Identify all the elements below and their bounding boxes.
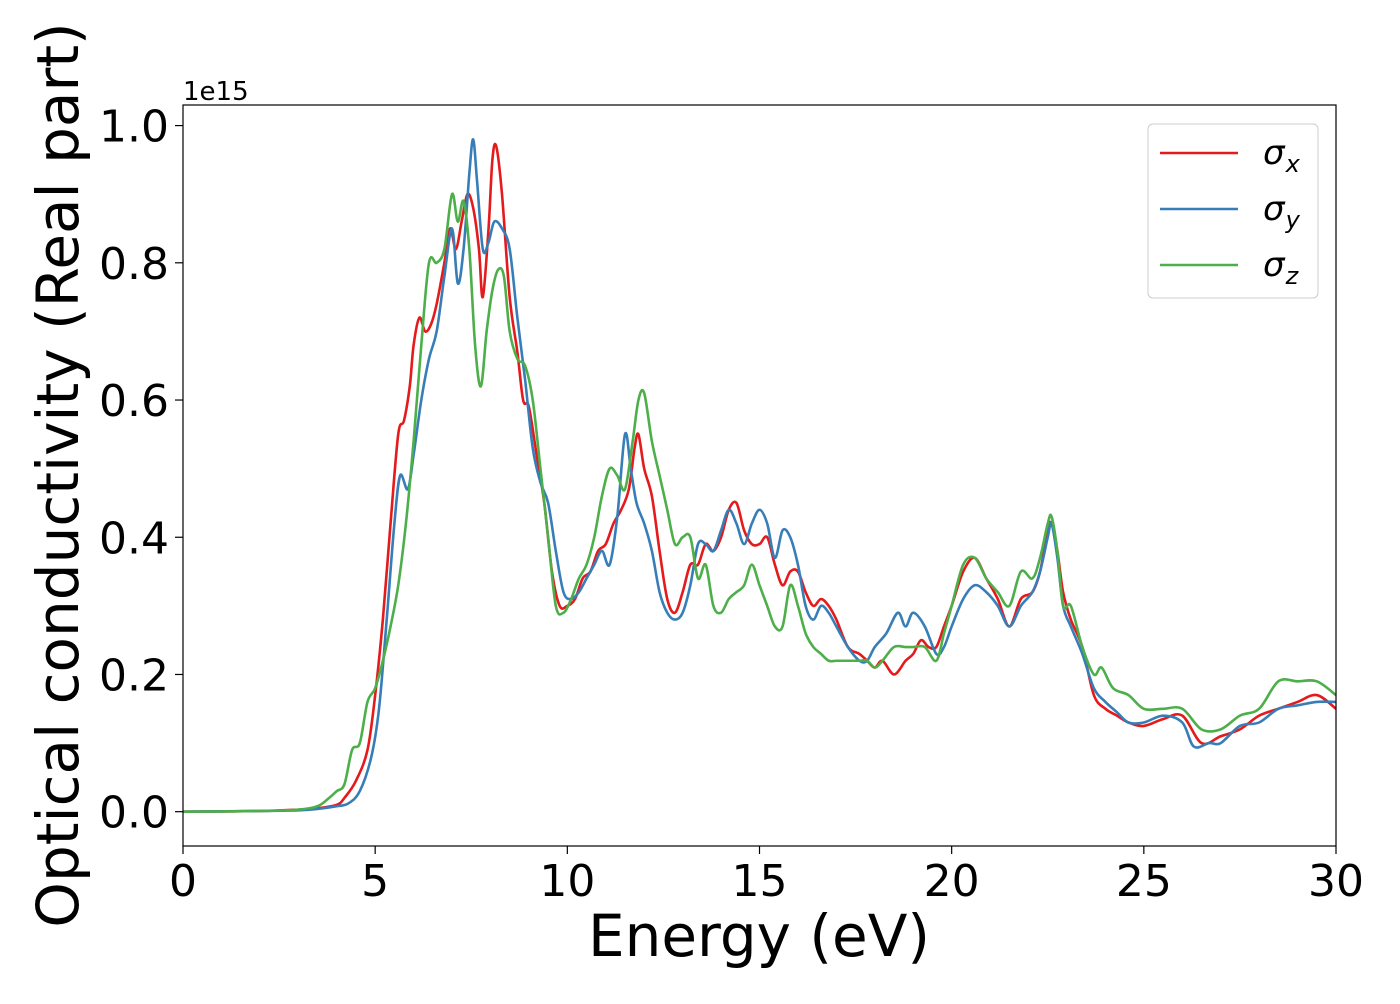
y-axis-label: Optical conductivity (Real part) <box>24 22 92 927</box>
legend-entry-x: σx <box>1160 133 1301 178</box>
legend-label: σz <box>1263 245 1300 290</box>
y-tick-label: 0.8 <box>99 239 169 290</box>
legend-label: σx <box>1263 133 1301 178</box>
x-tick-label: 0 <box>169 856 197 907</box>
y-axis-ticks: 0.0 0.2 0.4 0.6 0.8 1.0 <box>99 102 183 839</box>
x-tick-label: 25 <box>1116 856 1172 907</box>
x-axis-label: Energy (eV) <box>588 902 930 970</box>
y-tick-label: 0.4 <box>99 513 169 564</box>
legend-entry-z: σz <box>1160 245 1300 290</box>
x-tick-label: 5 <box>361 856 389 907</box>
y-axis-offset-label: 1e15 <box>183 77 249 107</box>
legend-entry-y: σy <box>1160 189 1301 234</box>
legend: σx σy σz <box>1147 123 1319 299</box>
y-tick-label: 1.0 <box>99 102 169 153</box>
series-line-z <box>182 192 1337 813</box>
x-tick-label: 20 <box>924 856 980 907</box>
y-tick-label: 0.6 <box>99 376 169 427</box>
x-axis-ticks: 0 5 10 15 20 25 30 <box>169 846 1364 907</box>
plot-lines <box>182 138 1337 813</box>
legend-box <box>1147 123 1319 299</box>
legend-label: σy <box>1263 189 1301 234</box>
y-tick-label: 0.2 <box>99 650 169 701</box>
x-tick-label: 30 <box>1308 856 1364 907</box>
y-tick-label: 0.0 <box>99 788 169 839</box>
x-tick-label: 15 <box>732 856 788 907</box>
x-tick-label: 10 <box>539 856 595 907</box>
